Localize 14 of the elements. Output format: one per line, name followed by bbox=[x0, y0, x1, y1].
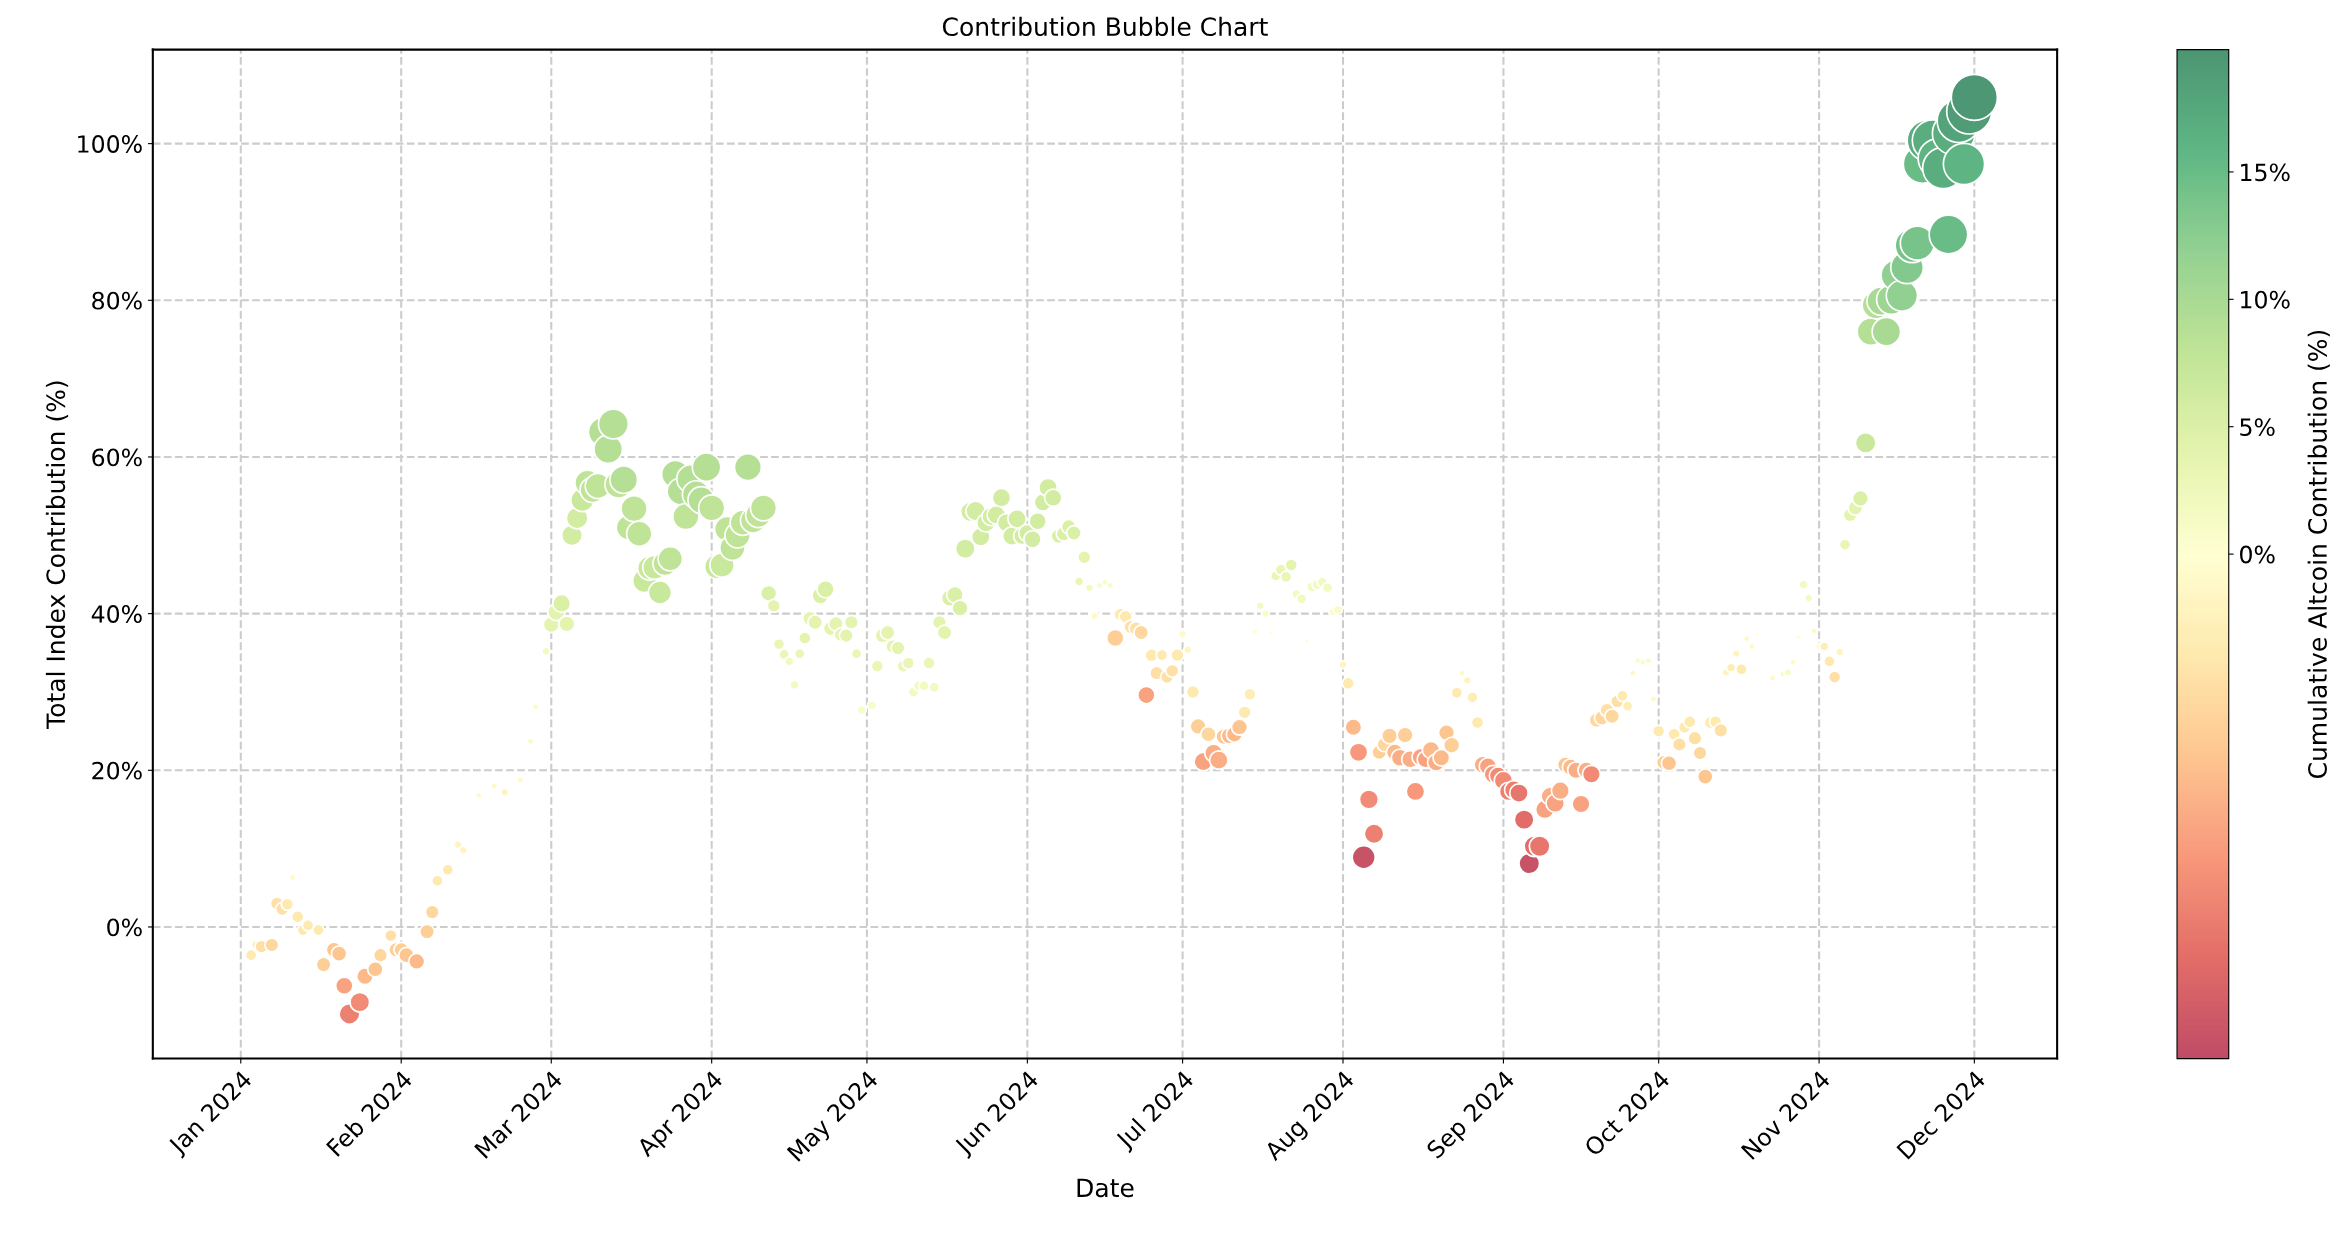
y-tick-label: 40% bbox=[91, 605, 142, 623]
y-tick-label: 0% bbox=[107, 918, 142, 937]
color-bar-label: 10% bbox=[2241, 290, 2290, 309]
color-bar-label: 15% bbox=[2241, 163, 2290, 182]
color-bar-title: Cumulative Altcoin Contribution (%) bbox=[2307, 330, 2330, 779]
y-tick-label: 60% bbox=[92, 448, 142, 467]
color-bar-label: 0% bbox=[2240, 545, 2275, 564]
y-tick-label: 100% bbox=[78, 135, 142, 153]
y-axis-title: Total Index Contribution (%) bbox=[45, 381, 69, 729]
chart-title: Contribution Bubble Chart bbox=[942, 16, 1268, 37]
x-axis-title: Date bbox=[1077, 1178, 1134, 1198]
color-bar-label: 5% bbox=[2240, 418, 2275, 437]
y-tick-label: 80% bbox=[92, 291, 142, 310]
y-tick-label: 20% bbox=[92, 761, 142, 780]
